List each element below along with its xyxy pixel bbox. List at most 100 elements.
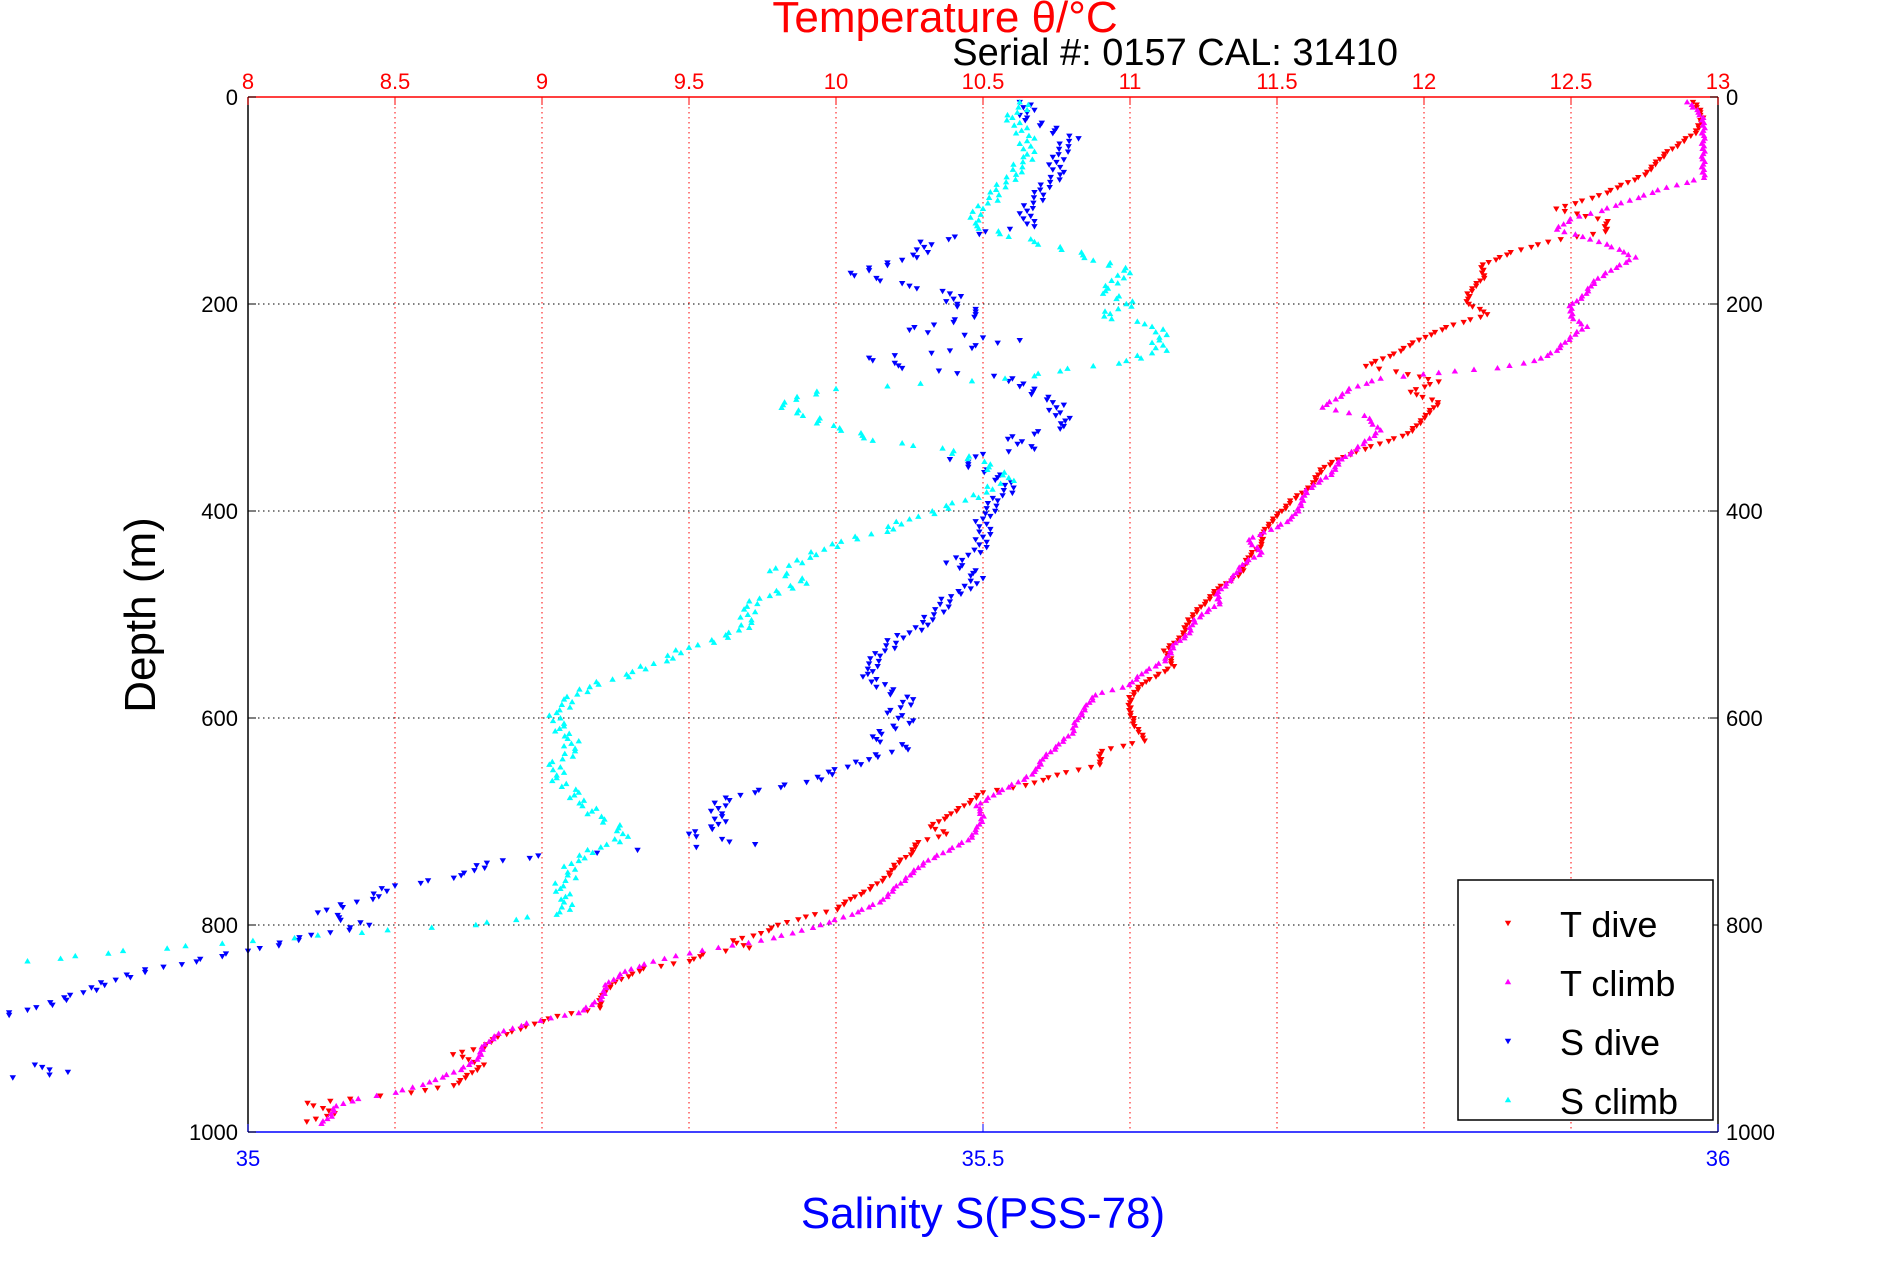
- data-point: [1520, 360, 1527, 366]
- data-point: [803, 580, 810, 586]
- data-point: [1576, 213, 1583, 219]
- data-point: [981, 458, 988, 464]
- data-point: [979, 205, 987, 212]
- data-point: [1005, 449, 1012, 455]
- data-point: [995, 191, 1003, 198]
- data-point: [881, 682, 889, 688]
- data-point: [789, 585, 796, 591]
- data-point: [968, 377, 976, 384]
- data-point: [875, 658, 883, 665]
- data-point: [876, 653, 884, 660]
- data-point: [954, 371, 961, 377]
- data-point: [1029, 771, 1036, 777]
- data-point: [1109, 686, 1116, 693]
- data-point: [609, 676, 616, 682]
- data-point: [613, 827, 621, 834]
- data-point: [605, 979, 612, 985]
- data-point: [1371, 432, 1378, 439]
- data-point: [1012, 176, 1019, 182]
- data-point: [465, 1057, 472, 1063]
- data-point: [1594, 275, 1602, 281]
- data-point: [1128, 303, 1135, 309]
- data-point: [470, 1047, 477, 1053]
- data-point: [738, 935, 746, 942]
- data-point: [1022, 118, 1029, 124]
- data-point: [873, 736, 880, 743]
- data-point: [957, 591, 965, 597]
- data-point: [421, 1088, 429, 1094]
- data-point: [972, 519, 979, 525]
- data-point: [657, 963, 665, 970]
- data-point: [891, 645, 898, 652]
- data-point: [930, 322, 938, 328]
- data-point: [864, 671, 872, 678]
- top-tick-label: 10: [824, 69, 848, 94]
- data-point: [560, 769, 568, 775]
- data-point: [699, 947, 706, 953]
- data-point: [1023, 137, 1031, 144]
- data-point: [559, 755, 566, 762]
- data-point: [1294, 505, 1302, 511]
- data-point: [603, 984, 610, 991]
- data-points: [0, 98, 1708, 1126]
- data-point: [558, 783, 566, 789]
- data-point: [977, 211, 984, 217]
- data-point: [851, 273, 858, 279]
- data-point: [961, 332, 968, 339]
- data-point: [1089, 694, 1096, 700]
- data-point: [858, 892, 865, 898]
- data-point: [928, 350, 935, 357]
- data-point: [557, 715, 564, 721]
- data-point: [772, 565, 779, 571]
- data-point: [1020, 381, 1027, 387]
- data-point: [549, 717, 557, 724]
- data-point: [1037, 761, 1045, 767]
- data-point: [1257, 544, 1265, 551]
- legend-item: S climb: [1504, 1081, 1678, 1122]
- data-point: [924, 837, 931, 843]
- data-point: [976, 821, 983, 827]
- data-point: [1203, 608, 1211, 615]
- data-point: [564, 735, 571, 741]
- data-point: [999, 471, 1007, 478]
- data-point: [589, 849, 596, 855]
- data-point: [1025, 132, 1033, 139]
- data-point: [975, 217, 982, 223]
- data-point: [1692, 130, 1700, 137]
- data-point: [1049, 400, 1057, 406]
- data-point: [1172, 639, 1179, 646]
- data-point: [1625, 256, 1633, 263]
- data-point: [384, 926, 391, 933]
- data-point: [1570, 315, 1577, 322]
- data-point: [1400, 345, 1407, 352]
- data-point: [1553, 347, 1561, 353]
- data-point: [1572, 201, 1579, 207]
- data-point: [1217, 585, 1225, 592]
- data-point: [873, 275, 880, 282]
- data-point: [1005, 784, 1012, 790]
- data-point: [1260, 529, 1267, 535]
- left-tick-label: 400: [201, 499, 238, 524]
- data-point: [1400, 373, 1407, 379]
- data-point: [976, 524, 983, 530]
- data-point: [919, 862, 926, 868]
- data-point: [1152, 663, 1159, 669]
- data-point: [333, 1102, 340, 1109]
- data-point: [1107, 746, 1115, 752]
- data-point: [1019, 158, 1027, 165]
- data-point: [1156, 337, 1163, 343]
- data-point: [884, 893, 891, 900]
- data-point: [483, 860, 491, 867]
- data-point: [726, 798, 733, 804]
- data-point: [992, 508, 999, 515]
- data-point: [330, 1108, 338, 1114]
- data-point: [1092, 692, 1099, 698]
- data-point: [650, 660, 657, 667]
- data-point: [876, 739, 884, 746]
- data-point: [915, 513, 922, 519]
- data-point: [471, 868, 478, 874]
- data-point: [965, 464, 972, 471]
- data-point: [549, 766, 557, 773]
- data-point: [584, 688, 591, 695]
- data-point: [1434, 402, 1441, 409]
